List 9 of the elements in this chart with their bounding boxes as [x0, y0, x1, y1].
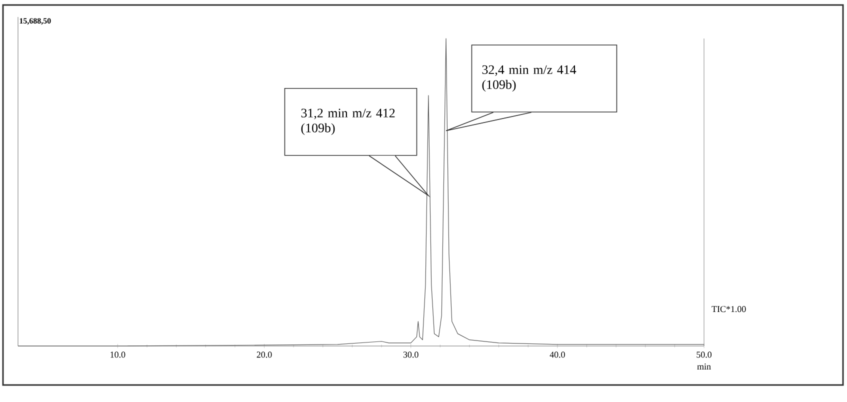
x-tick-label: 10.0: [110, 352, 126, 358]
x-tick-label: 20.0: [256, 352, 272, 358]
x-tick-label: 30.0: [403, 352, 418, 358]
x-axis-title: min: [697, 364, 711, 370]
text: TIC*1.00: [712, 306, 746, 312]
x-tick-label: 40.0: [550, 352, 565, 358]
x-tick-label: 50.0: [696, 352, 712, 358]
annotation: 31,2 min m/z 412 (109b): [301, 108, 395, 135]
annotation: 32,4 min m/z 414 (109b): [482, 65, 576, 92]
